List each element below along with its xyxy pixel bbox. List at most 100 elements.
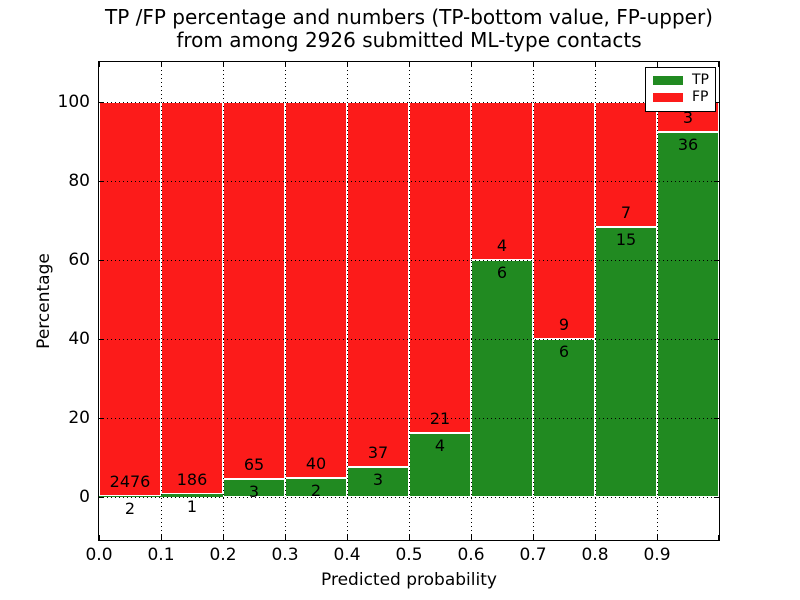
- legend: TP FP: [645, 67, 716, 112]
- fp-count-label-3: 40: [305, 453, 327, 473]
- gridline-x-0.2: [223, 62, 224, 540]
- bar-segment-tp-1: [161, 494, 223, 497]
- legend-label-fp: FP: [692, 89, 709, 105]
- y-tick-left: [99, 259, 104, 261]
- x-tick-bottom: [347, 535, 348, 540]
- bar-segment-fp-8: [595, 101, 657, 228]
- fp-count-label-1: 186: [176, 470, 208, 490]
- x-tick-bottom: [657, 535, 658, 540]
- x-tick-label-0.9: 0.9: [643, 545, 671, 565]
- x-tick-bottom: [471, 535, 472, 540]
- x-tick-bottom: [718, 535, 719, 540]
- x-tick-bottom: [99, 535, 100, 540]
- chart-title-line1: TP /FP percentage and numbers (TP-bottom…: [105, 5, 713, 29]
- fp-count-label-5: 21: [429, 409, 451, 429]
- legend-item-tp: TP: [653, 72, 715, 89]
- legend-item-fp: FP: [653, 89, 715, 106]
- x-tick-bottom: [285, 535, 286, 540]
- gridline-x-0.8: [595, 62, 596, 540]
- legend-label-tp: TP: [692, 72, 709, 88]
- plot-area: 2476 2 186 1 65 3 40 2 37 3 21 4 4 6 9 6 7 15 3 36 TP FP: [98, 61, 720, 541]
- x-tick-top: [657, 62, 658, 67]
- bar-segment-tp-4: [347, 466, 409, 497]
- x-tick-top: [595, 62, 596, 67]
- gridline-x-0.9: [657, 62, 658, 540]
- x-tick-label-0.0: 0.0: [85, 545, 113, 565]
- bar-segment-tp-5: [409, 433, 471, 497]
- y-tick-label-20: 20: [68, 407, 90, 428]
- fp-count-label-8: 7: [620, 203, 632, 223]
- tp-count-label-6: 6: [496, 262, 508, 282]
- tp-count-label-4: 3: [372, 469, 384, 489]
- x-tick-top: [223, 62, 224, 67]
- x-tick-label-0.8: 0.8: [581, 545, 609, 565]
- y-tick-label-80: 80: [68, 170, 90, 191]
- y-tick-left: [99, 417, 104, 419]
- x-tick-label-0.2: 0.2: [209, 545, 237, 565]
- fp-count-label-6: 4: [496, 235, 508, 255]
- x-tick-label-0.3: 0.3: [271, 545, 299, 565]
- chart-title-line2: from among 2926 submitted ML-type contac…: [176, 28, 642, 52]
- x-tick-bottom: [161, 535, 162, 540]
- bar-segment-fp-1: [161, 101, 223, 495]
- y-tick-left: [99, 101, 104, 103]
- bar-segment-fp-4: [347, 101, 409, 467]
- tp-count-label-1: 1: [186, 497, 198, 517]
- x-tick-label-0.1: 0.1: [147, 545, 175, 565]
- x-tick-label-0.6: 0.6: [457, 545, 485, 565]
- fp-count-label-0: 2476: [109, 472, 151, 492]
- y-tick-left: [99, 180, 104, 182]
- grid-layer: [99, 62, 719, 540]
- tp-swatch: [653, 76, 683, 85]
- gridline-x-0.4: [347, 62, 348, 540]
- tp-count-label-2: 3: [248, 482, 260, 502]
- x-tick-top: [285, 62, 286, 67]
- gridline-x-0.3: [285, 62, 286, 540]
- y-tick-label-0: 0: [79, 486, 90, 507]
- y-tick-label-100: 100: [57, 91, 90, 112]
- bars-layer: [99, 62, 719, 540]
- y-tick-right: [714, 496, 719, 498]
- bar-segment-fp-0: [99, 101, 161, 497]
- fp-count-label-7: 9: [558, 314, 570, 334]
- y-tick-right: [714, 259, 719, 261]
- tp-count-label-5: 4: [434, 436, 446, 456]
- fp-count-label-9: 3: [682, 107, 694, 127]
- x-tick-bottom: [223, 535, 224, 540]
- chart-title: TP /FP percentage and numbers (TP-bottom…: [98, 6, 720, 52]
- x-tick-top: [718, 62, 719, 67]
- tp-count-label-3: 2: [310, 480, 322, 500]
- x-axis-label: Predicted probability: [321, 570, 497, 590]
- x-tick-top: [347, 62, 348, 67]
- x-tick-top: [161, 62, 162, 67]
- tp-count-label-9: 36: [677, 134, 699, 154]
- tp-count-label-0: 2: [124, 499, 136, 519]
- ticks-layer: [99, 62, 719, 540]
- x-tick-bottom: [409, 535, 410, 540]
- gridline-x-0.7: [533, 62, 534, 540]
- y-tick-label-40: 40: [68, 328, 90, 349]
- bar-segment-fp-5: [409, 101, 471, 434]
- gridline-x-0.5: [409, 62, 410, 540]
- bar-segment-tp-6: [471, 259, 533, 497]
- x-tick-top: [471, 62, 472, 67]
- bar-labels-layer: 2476 2 186 1 65 3 40 2 37 3 21 4 4 6 9 6 7 15 3 36: [99, 62, 719, 540]
- bar-segment-tp-7: [533, 338, 595, 497]
- fp-swatch: [653, 93, 683, 102]
- tp-count-label-8: 15: [615, 230, 637, 250]
- fp-count-label-2: 65: [243, 455, 265, 475]
- gridline-x-0.6: [471, 62, 472, 540]
- x-tick-top: [99, 62, 100, 67]
- y-tick-left: [99, 338, 104, 340]
- gridline-x-0.1: [161, 62, 162, 540]
- y-tick-right: [714, 338, 719, 340]
- y-tick-right: [714, 101, 719, 103]
- x-tick-label-0.5: 0.5: [395, 545, 423, 565]
- bar-segment-fp-7: [533, 101, 595, 339]
- x-tick-bottom: [595, 535, 596, 540]
- y-tick-right: [714, 180, 719, 182]
- y-tick-left: [99, 496, 104, 498]
- fp-count-label-4: 37: [367, 442, 389, 462]
- y-tick-right: [714, 417, 719, 419]
